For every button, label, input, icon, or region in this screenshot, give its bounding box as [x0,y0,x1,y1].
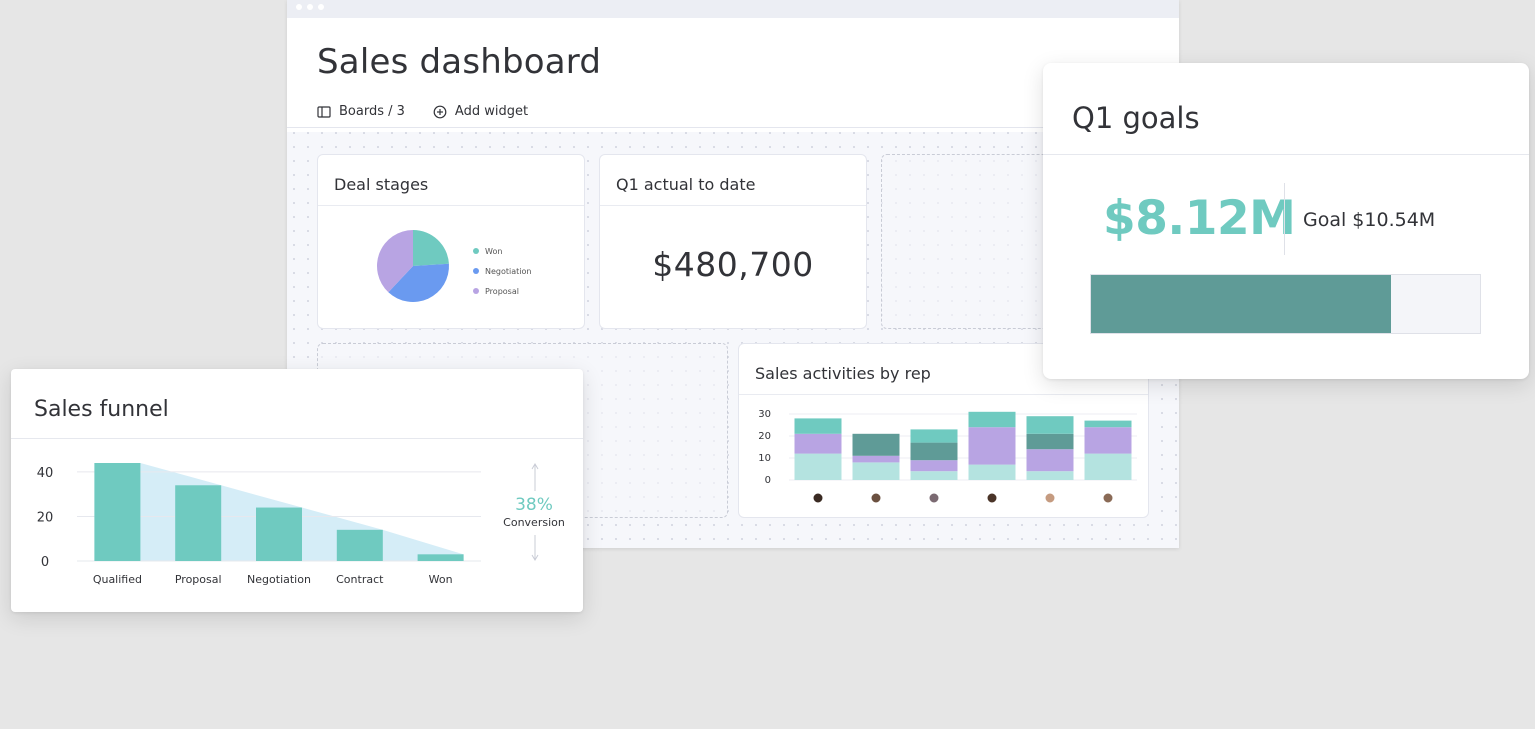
q1-goals-card[interactable]: Q1 goals $8.12M Goal $10.54M [1043,63,1529,379]
stacked-bar-segment[interactable] [968,464,1016,480]
q1-goals-title: Q1 goals [1072,101,1200,135]
legend-item: Won [473,241,531,261]
value-divider [1284,183,1285,255]
widget-title: Sales activities by rep [755,364,931,383]
stacked-bar-segment[interactable] [1026,433,1074,450]
pie-slice-won[interactable] [413,230,449,266]
stacked-bar-segment[interactable] [910,460,958,472]
add-widget-button[interactable]: Add widget [433,104,528,119]
card-divider [11,438,583,439]
stacked-bar-segment[interactable] [968,411,1016,428]
funnel-bar[interactable] [175,485,222,561]
stacked-bar-segment[interactable] [794,433,842,454]
legend-item: Negotiation [473,261,531,281]
q1-goals-value: $8.12M [1103,191,1296,246]
goal-target-label: Goal $10.54M [1303,209,1436,231]
add-circle-icon [433,105,447,118]
rep-avatar[interactable] [928,492,940,504]
page-title: Sales dashboard [317,42,602,82]
rep-avatar[interactable] [986,492,998,504]
sales-funnel-card[interactable]: Sales funnel 0 20 40 Qualified Proposal Negot… [11,369,583,612]
pie-legend: Won Negotiation Proposal [473,241,531,301]
stacked-bar-segment[interactable] [852,433,900,456]
stacked-bar-segment[interactable] [910,429,958,443]
legend-label: Negotiation [485,266,532,276]
window-dot[interactable] [318,4,324,10]
funnel-bar[interactable] [256,507,302,561]
widget-title: Q1 actual to date [616,175,756,194]
pie-slice-negotiation[interactable] [388,263,449,302]
funnel-bar[interactable] [94,463,141,561]
stacked-bar-segment[interactable] [1084,453,1132,480]
legend-label: Proposal [485,286,519,296]
y-tick-label: 0 [41,555,49,570]
conversion-label: Conversion [503,516,565,529]
window-dot[interactable] [307,4,313,10]
boards-button[interactable]: Boards / 3 [317,104,405,119]
stacked-bar-segment[interactable] [1084,420,1132,428]
sales-activities-chart: 0 10 20 30 [758,409,1137,504]
legend-label: Won [485,246,503,256]
rep-avatar[interactable] [812,492,824,504]
conversion-value: 38% [515,495,553,515]
stacked-bar-segment[interactable] [968,427,1016,465]
legend-dot [473,288,479,294]
arrow-head-icon [531,554,539,561]
q1-actual-value: $480,700 [652,245,814,284]
dashboard-toolbar: Boards / 3 Add widget [317,104,528,119]
y-tick-label: 40 [37,466,54,481]
stacked-bar-segment[interactable] [1026,449,1074,472]
sales-funnel-title: Sales funnel [34,397,169,422]
widget-divider [739,394,1148,395]
x-tick-label: Proposal [175,573,222,586]
widget-title: Deal stages [334,175,429,194]
widget-divider [600,205,866,206]
header-divider [287,127,1179,128]
dashboard-header: Sales dashboard ••• Boards / 3 Add widge… [287,18,1179,132]
y-tick-label: 20 [758,431,771,442]
stacked-bar-segment[interactable] [910,471,958,480]
q1-actual-widget[interactable]: Q1 actual to date $480,700 [599,154,867,329]
y-tick-label: 10 [758,453,771,464]
arrow-head-icon [531,463,539,470]
sales-funnel-chart: 0 20 40 Qualified Proposal Negotiation Contrac… [37,463,539,586]
x-tick-label: Qualified [93,573,142,586]
y-tick-label: 30 [758,409,771,420]
x-tick-label: Negotiation [247,573,311,586]
funnel-bar[interactable] [417,554,464,561]
stacked-bar-segment[interactable] [1026,471,1074,480]
board-icon [317,105,331,118]
x-tick-label: Contract [336,573,384,586]
x-tick-label: Won [429,573,453,586]
deal-stages-pie-chart [377,230,449,302]
add-widget-label: Add widget [454,104,529,119]
widget-divider [318,205,584,206]
stacked-bar-segment[interactable] [852,455,900,463]
pie-slice-proposal[interactable] [377,230,413,293]
rep-avatar[interactable] [1044,492,1056,504]
goal-progress-fill [1091,275,1391,333]
stacked-bar-segment[interactable] [794,418,842,434]
funnel-bar[interactable] [336,529,383,561]
boards-label: Boards / 3 [339,104,405,119]
stacked-bar-segment[interactable] [1084,427,1132,454]
y-tick-label: 0 [765,475,771,486]
legend-dot [473,248,479,254]
dashboard-window: Sales dashboard ••• Boards / 3 Add widge… [287,0,1179,548]
stacked-bar-segment[interactable] [910,442,958,461]
deal-stages-widget[interactable]: Deal stages Won Negotiation Proposal [317,154,585,329]
rep-avatar[interactable] [1102,492,1114,504]
legend-dot [473,268,479,274]
stacked-bar-segment[interactable] [1026,416,1074,434]
card-divider [1043,154,1529,155]
stacked-bar-segment[interactable] [794,453,842,480]
rep-avatar[interactable] [870,492,882,504]
goal-progress-bar [1090,274,1481,334]
window-dot[interactable] [296,4,302,10]
empty-widget-slot[interactable] [881,154,1051,329]
y-tick-label: 20 [37,510,54,525]
legend-item: Proposal [473,281,531,301]
stacked-bar-segment[interactable] [852,462,900,480]
window-title-bar [287,0,1179,18]
